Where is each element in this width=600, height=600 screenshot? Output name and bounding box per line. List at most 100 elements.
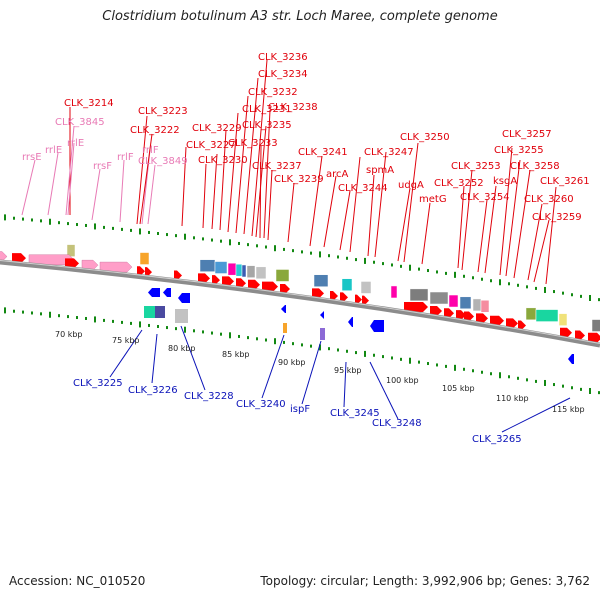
- outer-tick: [598, 298, 600, 302]
- inner-tick: [139, 321, 141, 328]
- inner-tick: [49, 311, 51, 318]
- callout-line: [147, 164, 156, 225]
- gene-label: CLK_3225: [73, 378, 123, 389]
- cds-arrow: [236, 278, 246, 289]
- callout-line: [21, 159, 36, 216]
- inner-tick: [58, 314, 60, 318]
- scale-label: 80 kbp: [168, 344, 196, 353]
- gene-label: CLK_3265: [472, 434, 522, 445]
- gene-label: metG: [419, 194, 447, 205]
- inner-tick: [346, 349, 348, 353]
- cds-arrow: [476, 313, 488, 324]
- gene-label: CLK_3244: [338, 183, 388, 194]
- cds-arrow: [506, 318, 518, 329]
- callout-line: [513, 169, 531, 279]
- inner-tick: [4, 307, 6, 314]
- callout-line: [374, 151, 387, 258]
- gene-label: CLK_3214: [64, 98, 114, 109]
- outer-tick: [499, 279, 501, 286]
- inner-tick: [121, 320, 123, 324]
- forward-rrna-genes: [0, 251, 133, 273]
- outer-tick: [319, 251, 321, 258]
- inner-tick: [544, 379, 546, 386]
- inner-tick: [526, 378, 528, 382]
- scale-label: 100 kbp: [386, 376, 419, 385]
- inner-tick: [481, 370, 483, 374]
- feature-block: [360, 281, 372, 294]
- inner-tick: [211, 331, 213, 335]
- callout-line: [457, 185, 465, 269]
- cds-arrow: [330, 290, 338, 301]
- cds-arrow: [404, 301, 428, 312]
- outer-tick: [481, 277, 483, 281]
- gene-label: CLK_3261: [540, 176, 590, 187]
- gene-label: CLK_3227: [186, 140, 236, 151]
- callout-line: [251, 59, 268, 237]
- outer-tick: [391, 263, 393, 267]
- feature-block: [409, 288, 429, 302]
- inner-tick: [508, 375, 510, 379]
- gene-label: CLK_3234: [258, 69, 308, 80]
- cds-arrow: [145, 267, 152, 278]
- inner-tick: [265, 338, 267, 342]
- outer-tick: [193, 236, 195, 240]
- feature-block: [246, 265, 256, 278]
- callout-line: [202, 163, 207, 229]
- cds-arrow: [490, 315, 504, 326]
- inner-tick: [400, 357, 402, 361]
- gene-label: CLK_3845: [55, 117, 105, 128]
- callout-line: [243, 77, 259, 235]
- outer-tick: [373, 260, 375, 264]
- cds-arrow: [444, 308, 454, 319]
- outer-tick: [157, 232, 159, 236]
- inner-tick: [175, 327, 177, 331]
- inner-tick: [193, 329, 195, 333]
- outer-tick: [355, 258, 357, 262]
- callout-line: [343, 361, 347, 408]
- inner-tick: [94, 316, 96, 323]
- gene-label: spmA: [366, 165, 394, 176]
- inner-tick: [310, 344, 312, 348]
- gene-label: CLK_3257: [502, 129, 552, 140]
- gene-label: CLK_3233: [228, 138, 278, 149]
- outer-tick: [67, 222, 69, 226]
- gene-label: rrlF: [117, 152, 134, 163]
- inner-tick: [112, 319, 114, 323]
- cds-arrow: [280, 284, 290, 295]
- gene-label: rrsF: [93, 161, 112, 172]
- callout-line: [267, 169, 273, 241]
- callout-line: [109, 329, 143, 378]
- outer-tick: [139, 228, 141, 235]
- callout-line: [461, 169, 473, 271]
- reverse-cds-arrow: [148, 288, 160, 297]
- gene-label: rrlE: [67, 138, 84, 149]
- gene-label: CLK_3231: [242, 104, 292, 115]
- outer-tick: [445, 271, 447, 275]
- outer-tick: [463, 274, 465, 278]
- callout-line: [180, 325, 206, 391]
- callout-line: [227, 112, 239, 233]
- feature-block: [241, 264, 247, 278]
- gene-label: rrlF: [142, 145, 159, 156]
- reverse-feature-block: [320, 328, 325, 340]
- scale-label: 75 kbp: [112, 336, 140, 345]
- reverse-strand-features: [144, 288, 574, 364]
- inner-tick: [499, 372, 501, 379]
- outer-tick: [436, 270, 438, 274]
- inner-tick-marks: [4, 307, 600, 395]
- genome-summary-text: Topology: circular; Length: 3,992,906 bp…: [260, 574, 590, 588]
- feature-block: [448, 294, 459, 308]
- cds-arrow: [464, 311, 474, 322]
- outer-tick: [256, 244, 258, 248]
- outer-tick: [310, 251, 312, 255]
- callout-line: [119, 159, 125, 223]
- scale-labels: 70 kbp 75 kbp 80 kbp 85 kbp 90 kbp 95 kbp 100 …: [55, 330, 585, 414]
- outer-tick: [211, 238, 213, 242]
- cds-arrow: [312, 288, 324, 299]
- inner-tick: [238, 334, 240, 338]
- inner-tick: [85, 316, 87, 320]
- callout-line: [136, 115, 148, 225]
- gene-label: CLK_3228: [184, 391, 234, 402]
- outer-tick: [517, 283, 519, 287]
